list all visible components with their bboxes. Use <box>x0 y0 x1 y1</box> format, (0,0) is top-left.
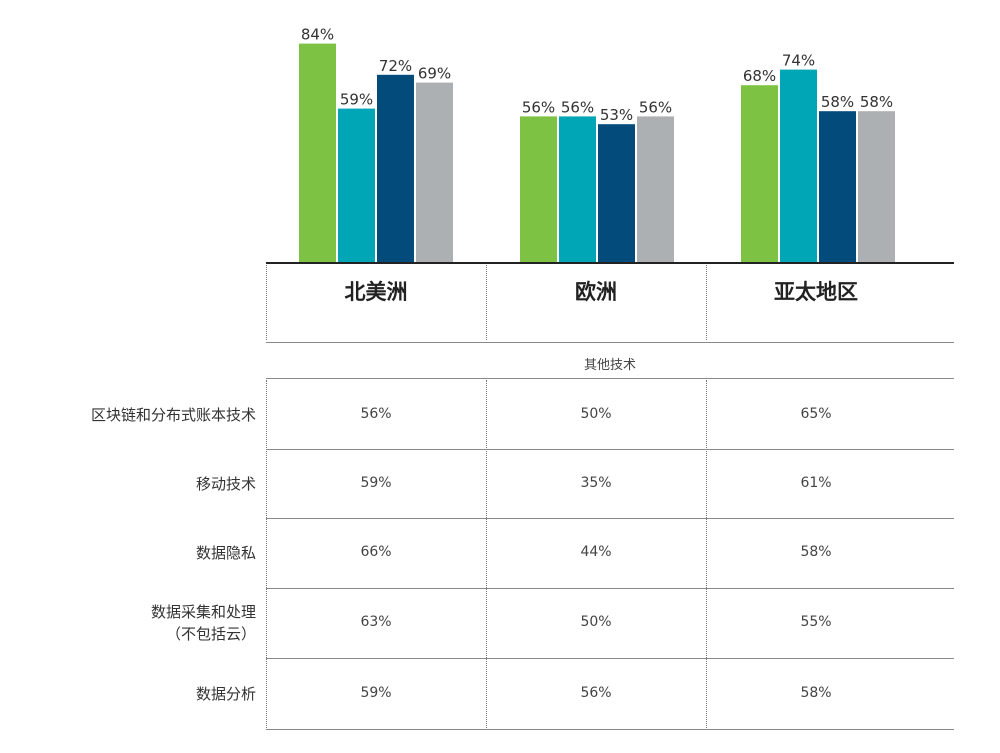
row-label-line: 区块链和分布式账本技术 <box>90 405 256 424</box>
table-cell: 56% <box>360 405 392 422</box>
header-separator <box>486 265 487 340</box>
bar <box>819 111 856 262</box>
table-cell: 61% <box>800 474 832 491</box>
table-cell: 58% <box>800 544 832 560</box>
table-cell: 35% <box>580 474 612 491</box>
bar <box>780 69 817 262</box>
row-label-line: 移动技术 <box>195 474 256 493</box>
bar-value-label: 72% <box>379 57 412 75</box>
bar <box>377 74 414 262</box>
table-cell: 58% <box>800 684 832 701</box>
table-cell: 56% <box>580 684 612 701</box>
header-bottom-rule <box>266 342 954 343</box>
row-label-line: （不包括云） <box>165 625 256 643</box>
table-cell: 66% <box>360 544 392 560</box>
bar-value-label: 68% <box>743 67 776 85</box>
row-divider <box>266 658 954 659</box>
bar <box>741 85 778 262</box>
table-column-separator <box>266 380 267 730</box>
table-cell: 50% <box>580 405 612 422</box>
row-label: 数据隐私 <box>20 542 256 564</box>
row-label: 数据采集和处理 （不包括云） <box>20 601 256 645</box>
table-section-title: 其他技术 <box>583 358 636 373</box>
bar-value-label: 69% <box>418 65 451 83</box>
row-label-line: 数据采集和处理 <box>150 603 256 621</box>
region-label-north-america: 北美洲 <box>344 280 408 304</box>
row-divider <box>266 449 954 450</box>
bar <box>338 108 375 262</box>
bar-value-label: 58% <box>860 93 893 111</box>
bar-value-label: 59% <box>340 91 373 109</box>
table-cell: 59% <box>360 684 392 701</box>
bar <box>858 111 895 262</box>
bar <box>598 124 635 262</box>
bar-value-label: 84% <box>301 26 334 44</box>
table-column-separator <box>706 380 707 730</box>
table-cell: 65% <box>800 405 832 422</box>
row-label: 数据分析 <box>20 683 256 705</box>
bar-value-label: 53% <box>600 106 633 124</box>
bar-value-label: 56% <box>561 98 594 116</box>
row-label: 区块链和分布式账本技术 <box>20 404 256 426</box>
row-label-line: 数据隐私 <box>195 544 256 562</box>
bar <box>299 43 336 262</box>
row-label-line: 数据分析 <box>195 684 256 703</box>
bar-value-label: 58% <box>821 93 854 111</box>
table-cell: 63% <box>360 614 392 630</box>
table-cell: 50% <box>580 614 612 630</box>
header-separator <box>266 265 267 340</box>
row-divider <box>266 518 954 519</box>
bar <box>416 82 453 262</box>
bar-chart: 84% 56% 68% 59% 56% 74% 72% 53% 58% 69% 56% 58% <box>266 26 954 264</box>
table-cell: 44% <box>580 544 612 560</box>
bar-value-label: 56% <box>522 98 555 116</box>
bar-value-label: 56% <box>639 98 672 116</box>
row-divider <box>266 588 954 589</box>
bar-value-label: 74% <box>782 52 815 70</box>
row-divider <box>266 729 954 730</box>
table-cell: 59% <box>360 474 392 491</box>
table-column-separator <box>486 380 487 730</box>
header-separator <box>706 265 707 340</box>
region-label-apac: 亚太地区 <box>774 280 858 304</box>
bar <box>520 116 557 263</box>
table-cell: 55% <box>800 614 832 630</box>
section-title-rule <box>266 378 954 379</box>
region-label-europe: 欧洲 <box>575 280 617 304</box>
row-label: 移动技术 <box>20 473 256 495</box>
bar <box>559 116 596 263</box>
bar <box>637 116 674 263</box>
